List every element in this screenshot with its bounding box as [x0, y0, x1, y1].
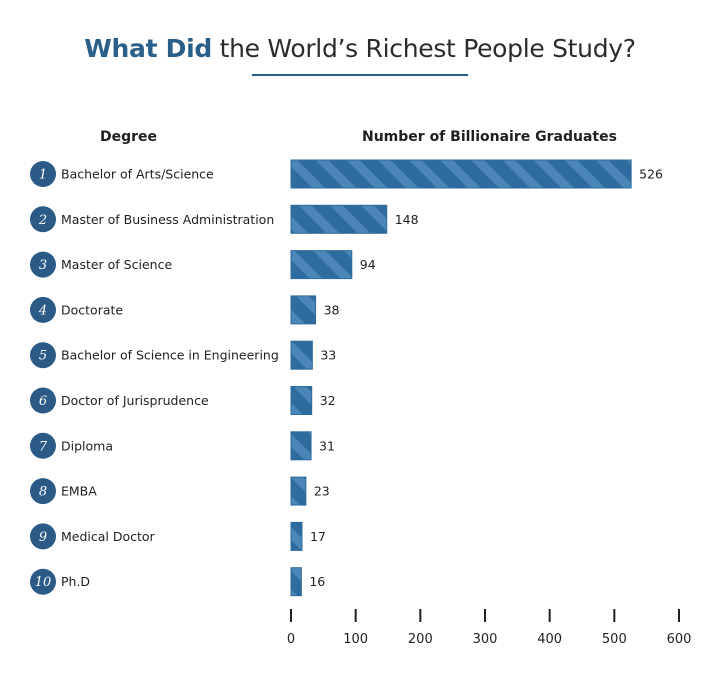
- degree-label: Master of Science: [61, 257, 172, 272]
- rank-badge: [30, 432, 56, 459]
- degree-row: 9 Medical Doctor 17: [30, 521, 326, 551]
- title-underline: [252, 74, 468, 76]
- rank-badge: [30, 296, 56, 323]
- bar: [290, 476, 307, 506]
- degree-row: 4 Doctorate 38: [30, 295, 340, 325]
- rank-number: 9: [39, 530, 47, 545]
- value-column-header: Number of Billionaire Graduates: [362, 129, 617, 145]
- bar-value-label: 16: [309, 574, 325, 589]
- degree-row: 10 Ph.D 16: [30, 567, 325, 597]
- rank-badge: [30, 342, 56, 369]
- rank-number: 2: [38, 213, 47, 228]
- degree-row: 2 Master of Business Administration 148: [30, 204, 419, 234]
- rank-number: 6: [39, 394, 47, 409]
- degree-row: 7 Diploma 31: [30, 431, 335, 461]
- bar-value-label: 23: [314, 484, 330, 499]
- x-tick-label: 500: [602, 632, 627, 647]
- bar-value-label: 17: [310, 529, 326, 544]
- rank-number: 8: [39, 485, 47, 500]
- rank-badge: [30, 251, 56, 278]
- rank-badge: [30, 161, 56, 187]
- rank-badge: [30, 387, 56, 414]
- x-tick-label: 200: [408, 632, 433, 647]
- rank-number: 5: [39, 349, 47, 364]
- bar-value-label: 31: [319, 438, 335, 453]
- degree-label: Medical Doctor: [61, 529, 156, 544]
- degree-column-header: Degree: [100, 129, 158, 145]
- degree-label: Bachelor of Science in Engineering: [61, 348, 279, 363]
- x-tick-label: 400: [537, 632, 562, 647]
- bar-value-label: 38: [324, 302, 340, 317]
- bar: [290, 159, 632, 189]
- bar: [290, 567, 302, 597]
- degree-row: 1 Bachelor of Arts/Science 526: [30, 159, 663, 189]
- bar: [290, 386, 313, 415]
- degree-label: Master of Business Administration: [61, 212, 274, 227]
- degree-label: EMBA: [61, 484, 97, 499]
- degree-label: Doctor of Jurisprudence: [61, 393, 209, 408]
- x-tick-label: 300: [473, 632, 498, 647]
- bar: [290, 521, 303, 551]
- degree-label: Bachelor of Arts/Science: [61, 167, 214, 182]
- bar-value-label: 32: [320, 393, 336, 408]
- rank-number: 3: [39, 258, 47, 273]
- degree-row: 8 EMBA 23: [30, 476, 330, 506]
- bar: [290, 340, 313, 370]
- degree-label: Diploma: [61, 438, 113, 453]
- bar: [290, 431, 312, 461]
- x-tick-label: 600: [667, 632, 692, 647]
- x-tick-label: 100: [343, 632, 368, 647]
- bar-value-label: 33: [320, 348, 336, 363]
- degree-row: 5 Bachelor of Science in Engineering 33: [30, 340, 336, 370]
- chart-title: What Did the World’s Richest People Stud…: [0, 34, 720, 63]
- degree-label: Doctorate: [61, 302, 123, 317]
- bar-value-label: 526: [639, 167, 663, 182]
- title-rest: the World’s Richest People Study?: [211, 34, 636, 63]
- bar: [290, 250, 353, 280]
- rank-number: 1: [39, 168, 47, 183]
- rank-badge: [30, 523, 56, 550]
- rank-number: 10: [35, 575, 52, 590]
- rank-badge: [30, 206, 56, 233]
- rank-badge: [30, 478, 56, 505]
- bar-value-label: 94: [360, 257, 376, 272]
- degree-label: Ph.D: [61, 574, 90, 589]
- degree-row: 3 Master of Science 94: [30, 250, 376, 280]
- bar: [290, 204, 388, 234]
- rank-number: 7: [39, 439, 48, 454]
- degree-row: 6 Doctor of Jurisprudence 32: [30, 386, 336, 415]
- x-tick-label: 0: [287, 632, 295, 647]
- rank-number: 4: [38, 303, 47, 318]
- title-accent: What Did: [84, 34, 212, 63]
- bar: [290, 295, 317, 325]
- bar-value-label: 148: [395, 212, 419, 227]
- rank-badge: [30, 568, 56, 595]
